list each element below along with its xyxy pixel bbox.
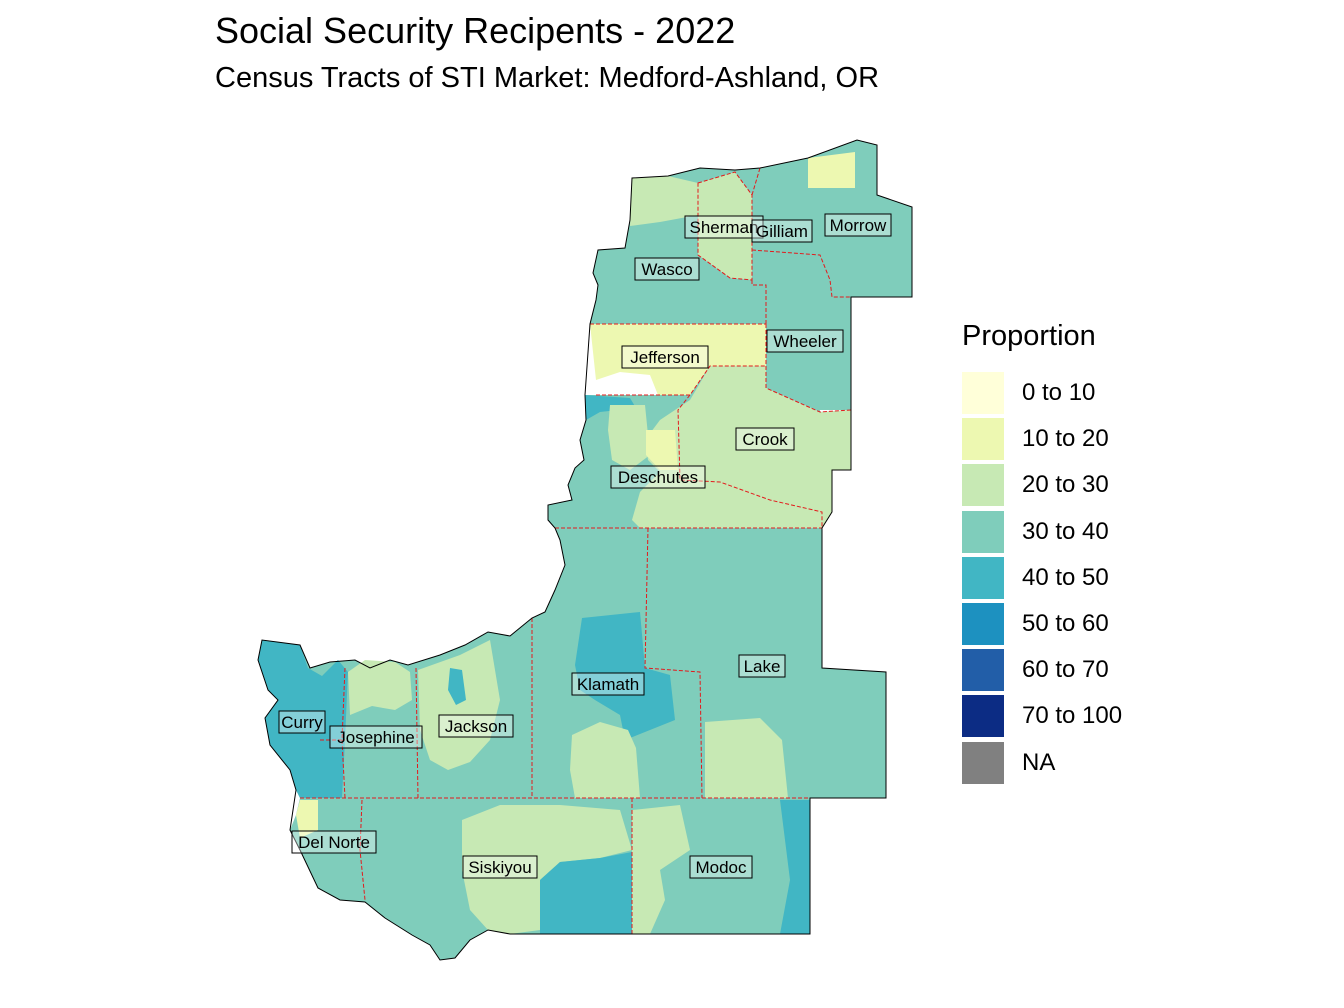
tract-klamath-core bbox=[575, 612, 675, 740]
legend-label: 10 to 20 bbox=[1022, 425, 1109, 453]
legend-label: 50 to 60 bbox=[1022, 610, 1109, 638]
border-klamath-lake bbox=[531, 527, 703, 799]
map-title: Social Security Recipents - 2022 bbox=[215, 10, 736, 51]
svg-text:Modoc: Modoc bbox=[695, 858, 747, 877]
tract-klamath-south bbox=[570, 722, 640, 798]
legend-item: 60 to 70 bbox=[962, 647, 1122, 693]
svg-text:Sherman: Sherman bbox=[690, 218, 759, 237]
region-outline bbox=[257, 139, 913, 961]
tract-del-norte-light bbox=[296, 800, 318, 838]
legend-label: NA bbox=[1022, 748, 1056, 776]
label-del-norte: Del Norte bbox=[291, 830, 377, 854]
label-jefferson: Jefferson bbox=[621, 345, 709, 369]
label-crook: Crook bbox=[735, 427, 795, 451]
tract-lake-south bbox=[705, 718, 788, 798]
border-ca-counties bbox=[359, 798, 633, 934]
legend-item: NA bbox=[962, 740, 1122, 786]
svg-text:Siskiyou: Siskiyou bbox=[468, 858, 531, 877]
tract-jefferson bbox=[590, 324, 766, 395]
label-morrow: Morrow bbox=[824, 213, 892, 237]
legend-item: 30 to 40 bbox=[962, 509, 1122, 555]
legend-label: 30 to 40 bbox=[1022, 517, 1109, 545]
legend-swatch bbox=[962, 695, 1004, 738]
tract-jackson-teal bbox=[448, 668, 466, 705]
border-jefferson bbox=[590, 323, 766, 396]
tract-curry bbox=[258, 640, 348, 798]
label-jackson: Jackson bbox=[438, 714, 514, 738]
legend-swatch bbox=[962, 649, 1004, 692]
svg-text:Deschutes: Deschutes bbox=[618, 468, 698, 487]
label-gilliam: Gilliam bbox=[751, 219, 813, 243]
tract-josephine-light bbox=[348, 660, 412, 715]
border-wheeler bbox=[765, 324, 852, 413]
legend-item: 50 to 60 bbox=[962, 601, 1122, 647]
label-josephine: Josephine bbox=[329, 725, 423, 749]
legend-swatch bbox=[962, 741, 1004, 784]
label-sherman: Sherman bbox=[684, 215, 764, 239]
tract-siskiyou-teal bbox=[540, 852, 632, 934]
map-subtitle: Census Tracts of STI Market: Medford-Ash… bbox=[215, 62, 880, 94]
border-gilliam-morrow bbox=[751, 167, 851, 324]
svg-text:Wasco: Wasco bbox=[641, 260, 692, 279]
tract-modoc-east bbox=[780, 800, 810, 934]
legend-swatch bbox=[962, 418, 1004, 461]
svg-text:Klamath: Klamath bbox=[577, 675, 639, 694]
legend-label: 20 to 30 bbox=[1022, 471, 1109, 499]
tract-bend bbox=[646, 430, 678, 470]
label-curry: Curry bbox=[278, 710, 326, 734]
legend-label: 70 to 100 bbox=[1022, 702, 1123, 730]
svg-text:Jefferson: Jefferson bbox=[630, 348, 700, 367]
legend-swatch bbox=[962, 464, 1004, 507]
label-siskiyou: Siskiyou bbox=[462, 855, 538, 879]
svg-text:Crook: Crook bbox=[742, 430, 788, 449]
tract-sherman bbox=[698, 172, 752, 280]
svg-text:Wheeler: Wheeler bbox=[773, 332, 837, 351]
svg-text:Josephine: Josephine bbox=[337, 728, 415, 747]
label-klamath: Klamath bbox=[571, 672, 645, 696]
svg-text:Curry: Curry bbox=[281, 713, 323, 732]
legend-swatch bbox=[962, 603, 1004, 646]
legend: Proportion 0 to 10 10 to 20 20 to 30 30 to … bbox=[962, 320, 1122, 786]
tract-morrow-ne bbox=[808, 152, 855, 188]
svg-text:Lake: Lake bbox=[744, 657, 781, 676]
label-modoc: Modoc bbox=[689, 855, 753, 879]
legend-label: 60 to 70 bbox=[1022, 656, 1109, 684]
svg-text:Gilliam: Gilliam bbox=[756, 222, 808, 241]
legend-swatch bbox=[962, 510, 1004, 553]
svg-text:Jackson: Jackson bbox=[445, 717, 507, 736]
tract-wasco-north bbox=[630, 176, 698, 226]
legend-item: 0 to 10 bbox=[962, 370, 1122, 416]
legend-item: 40 to 50 bbox=[962, 555, 1122, 601]
legend-swatch bbox=[962, 372, 1004, 415]
legend-item: 10 to 20 bbox=[962, 416, 1122, 462]
tract-layer bbox=[258, 140, 912, 960]
legend-item: 20 to 30 bbox=[962, 462, 1122, 508]
label-lake: Lake bbox=[738, 654, 786, 678]
legend-label: 40 to 50 bbox=[1022, 563, 1109, 591]
label-wasco: Wasco bbox=[634, 257, 700, 281]
border-jackson-josephine bbox=[320, 667, 419, 799]
county-labels: Sherman Gilliam Morrow Wasco Wheeler Jef… bbox=[278, 213, 892, 879]
legend-item: 70 to 100 bbox=[962, 693, 1122, 739]
svg-text:Morrow: Morrow bbox=[830, 216, 887, 235]
legend-swatch bbox=[962, 556, 1004, 599]
label-wheeler: Wheeler bbox=[766, 329, 844, 353]
legend-items: 0 to 10 10 to 20 20 to 30 30 to 40 40 to 50 5… bbox=[962, 370, 1122, 786]
tract-modoc-light bbox=[632, 805, 690, 934]
legend-title: Proportion bbox=[962, 320, 1096, 352]
svg-text:Del Norte: Del Norte bbox=[298, 833, 370, 852]
label-deschutes: Deschutes bbox=[610, 465, 706, 489]
tract-siskiyou-light bbox=[462, 805, 632, 934]
county-borders bbox=[300, 167, 852, 934]
border-crook bbox=[677, 394, 823, 528]
tract-deschutes-light bbox=[608, 405, 650, 470]
legend-label: 0 to 10 bbox=[1022, 379, 1096, 407]
